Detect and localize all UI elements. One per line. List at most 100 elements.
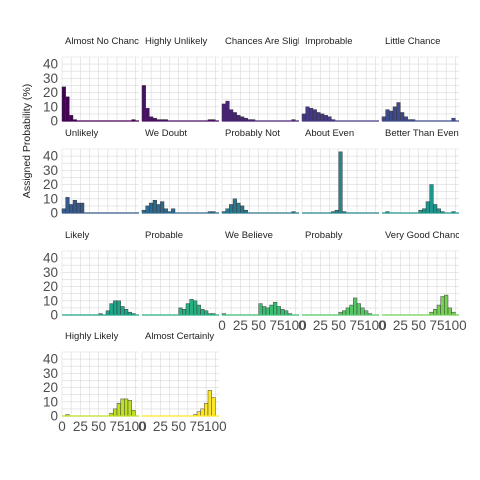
facet-title: Chances Are Slight — [225, 36, 306, 47]
x-tick-label: 75 — [109, 419, 124, 434]
x-tick-label: 0 — [298, 318, 306, 333]
histogram-bar — [236, 115, 241, 122]
histogram-bar — [211, 397, 216, 417]
y-tick-label: 20 — [43, 279, 58, 294]
histogram-bar — [189, 299, 194, 316]
histogram-bar — [360, 307, 365, 316]
histogram-bar — [221, 103, 226, 122]
facet-panel: Probably Not — [221, 128, 299, 214]
y-tick-label: 10 — [43, 394, 58, 409]
facet-panel: Little Chance — [381, 36, 459, 122]
histogram-bar — [116, 402, 121, 417]
x-tick-label: 50 — [251, 318, 266, 333]
histogram-bar — [440, 296, 445, 316]
facet-panel: We Doubt — [141, 128, 219, 214]
histogram-bar — [127, 400, 132, 417]
histogram-bar — [276, 306, 281, 316]
histogram-bar — [156, 204, 161, 214]
facet-panel: Highly Unlikely — [141, 36, 219, 122]
histogram-bar — [232, 198, 237, 214]
facet-title: Almost Certainly — [145, 331, 214, 342]
histogram-bar — [120, 398, 125, 417]
y-tick-label: 10 — [43, 99, 58, 114]
y-tick-label: 30 — [43, 366, 58, 381]
y-tick-label: 40 — [43, 251, 58, 266]
facet-title: Little Chance — [385, 36, 440, 47]
histogram-bar — [436, 304, 441, 316]
histogram-bar — [273, 301, 278, 316]
facet-title: Likely — [65, 230, 90, 241]
facet-title: Improbable — [305, 36, 353, 47]
y-tick-label: 20 — [43, 380, 58, 395]
y-tick-label: 0 — [50, 114, 58, 129]
x-tick-label: 50 — [411, 318, 426, 333]
x-tick-label: 100 — [364, 318, 387, 333]
histogram-bar — [229, 109, 234, 122]
histogram-bar — [80, 202, 85, 214]
x-tick-label: 50 — [331, 318, 346, 333]
x-tick-label: 100 — [284, 318, 307, 333]
facet-title: Very Good Chance — [385, 230, 465, 241]
x-tick-label: 25 — [153, 419, 168, 434]
facet-panel: Very Good Chance 0 25 50 75 100 — [378, 230, 466, 333]
histogram-bar — [131, 410, 136, 417]
histogram-bar — [338, 151, 343, 214]
histogram-bar — [400, 112, 405, 122]
histogram-bar — [229, 204, 234, 214]
facet-title: Almost No Chance — [65, 36, 144, 47]
facet-panel: Better Than Even — [381, 128, 459, 214]
x-tick-label: 0 — [218, 318, 226, 333]
histogram-bar — [178, 307, 183, 316]
facet-title: Highly Likely — [65, 331, 119, 342]
x-tick-label: 75 — [429, 318, 444, 333]
histogram-bar — [320, 113, 325, 122]
histogram-bar — [145, 205, 150, 214]
x-tick-label: 25 — [73, 419, 88, 434]
x-tick-label: 25 — [313, 318, 328, 333]
histogram-bar — [433, 309, 438, 316]
facet-panel: Chances Are Slight — [221, 36, 306, 122]
histogram-bar — [353, 297, 358, 316]
x-tick-label: 75 — [269, 318, 284, 333]
histogram-bar — [425, 201, 430, 214]
y-tick-label: 10 — [43, 191, 58, 206]
histogram-bar — [109, 303, 114, 316]
histogram-bar — [240, 205, 245, 214]
histogram-bar — [447, 307, 452, 316]
y-tick-label: 40 — [43, 149, 58, 164]
histogram-bar — [301, 113, 306, 122]
x-tick-label: 75 — [189, 419, 204, 434]
histogram-bar — [269, 304, 274, 316]
x-tick-label: 25 — [233, 318, 248, 333]
x-tick-label: 0 — [138, 419, 146, 434]
y-tick-label: 0 — [50, 206, 58, 221]
histogram-bar — [69, 204, 74, 214]
facet-title: About Even — [305, 128, 354, 139]
y-tick-label: 10 — [43, 293, 58, 308]
y-axis-title: Assigned Probability (%) — [21, 84, 33, 198]
histogram-bar — [69, 115, 74, 122]
histogram-bar — [309, 107, 314, 122]
histogram-bar — [225, 100, 230, 122]
histogram-bar — [196, 304, 201, 316]
histogram-bar — [124, 398, 129, 417]
facet-title: Probably — [305, 230, 343, 241]
facet-panel: Improbable — [301, 36, 379, 122]
histogram-bar — [389, 110, 394, 122]
y-tick-label: 20 — [43, 85, 58, 100]
histogram-bar — [345, 307, 350, 316]
histogram-bar — [116, 300, 121, 316]
y-tick-label: 20 — [43, 177, 58, 192]
x-tick-label: 75 — [349, 318, 364, 333]
histogram-bar — [312, 109, 317, 122]
histogram-bar — [232, 112, 237, 122]
facet-title: We Doubt — [145, 128, 187, 139]
histogram-bar — [356, 303, 361, 316]
histogram-bar — [305, 106, 310, 122]
histogram-bar — [61, 86, 66, 122]
